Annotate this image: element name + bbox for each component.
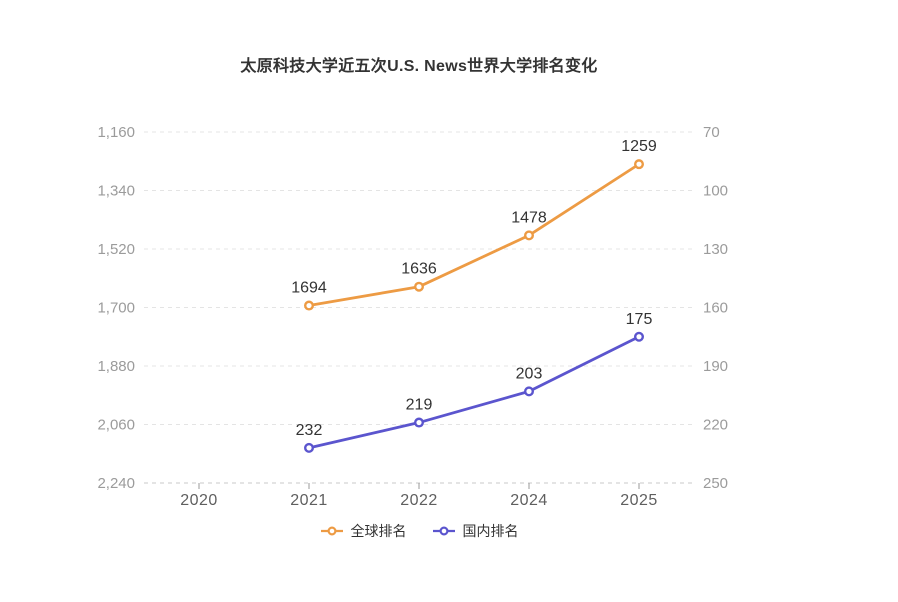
data-label: 175 [626,311,653,328]
left-axis-tick-label: 1,700 [97,300,135,317]
legend: 全球排名 国内排名 [0,521,838,541]
data-point[interactable] [634,331,645,342]
data-label: 219 [406,397,433,414]
x-axis-label: 2021 [290,492,328,509]
data-label: 1694 [291,280,327,297]
data-point[interactable] [304,442,315,453]
left-axis-tick-label: 2,060 [97,417,135,434]
data-label: 203 [516,365,543,382]
data-point[interactable] [634,159,645,170]
series-line-global-ranking [307,162,641,307]
data-point[interactable] [414,281,425,292]
data-point[interactable] [304,300,315,311]
data-point[interactable] [524,386,535,397]
right-axis-tick-label: 160 [703,300,728,317]
data-label: 1636 [401,261,437,278]
x-axis-label: 2020 [180,492,218,509]
series-line-domestic-ranking [307,335,641,450]
data-point[interactable] [524,230,535,241]
legend-label-global-ranking: 全球排名 [350,523,407,539]
right-axis-tick-label: 190 [703,358,728,375]
legend-item-global-ranking[interactable]: 全球排名 [320,521,407,541]
left-axis-tick-label: 1,520 [97,241,135,258]
right-axis-tick-label: 250 [703,475,728,492]
legend-label-domestic-ranking: 国内排名 [462,523,519,539]
x-axis-label: 2025 [620,492,658,509]
chart-title: 太原科技大学近五次U.S. News世界大学排名变化 [240,58,598,75]
x-axis-label: 2022 [400,492,438,509]
legend-marker-global-ranking-icon [320,526,343,536]
left-axis-tick-label: 2,240 [97,475,135,492]
left-axis-tick-label: 1,340 [97,183,135,200]
legend-marker-domestic-ranking-icon [432,526,455,536]
left-axis-tick-label: 1,160 [97,124,135,141]
right-axis-tick-label: 220 [703,417,728,434]
data-label: 1478 [511,209,547,226]
right-axis-tick-label: 100 [703,183,728,200]
data-label: 232 [296,422,323,439]
legend-item-domestic-ranking[interactable]: 国内排名 [432,521,519,541]
data-point[interactable] [414,417,425,428]
right-axis-tick-label: 70 [703,124,720,141]
left-axis-tick-label: 1,880 [97,358,135,375]
x-axis-label: 2024 [510,492,548,509]
right-axis-tick-label: 130 [703,241,728,258]
data-label: 1259 [621,138,657,155]
